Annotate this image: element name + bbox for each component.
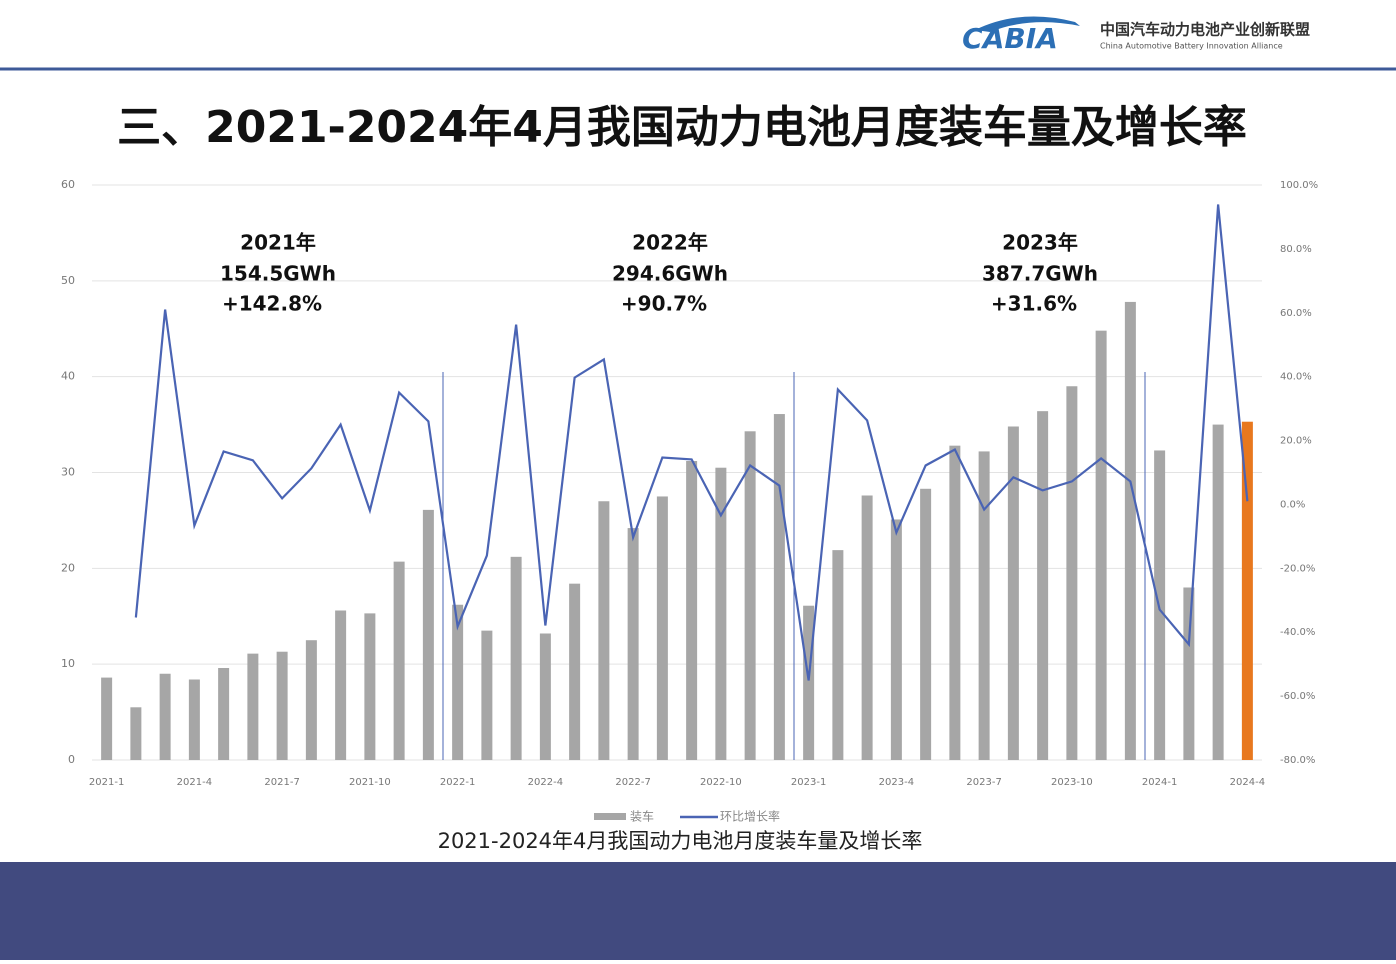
logo: CABIA bbox=[962, 22, 1058, 55]
bar bbox=[890, 519, 902, 760]
bar bbox=[627, 528, 639, 760]
bar bbox=[218, 668, 230, 760]
y2-tick-label: 40.0% bbox=[1280, 372, 1312, 383]
bar bbox=[949, 445, 961, 760]
y2-tick-label: 60.0% bbox=[1280, 308, 1312, 319]
bar bbox=[920, 488, 932, 760]
bar bbox=[686, 461, 698, 760]
y-tick-label: 10 bbox=[61, 657, 75, 670]
chart-title: 三、2021-2024年4月我国动力电池月度装车量及增长率 bbox=[117, 102, 1247, 153]
x-tick-label: 2024-1 bbox=[1142, 777, 1177, 788]
y-tick-label: 60 bbox=[61, 178, 75, 191]
x-tick-label: 2023-4 bbox=[879, 777, 914, 788]
x-tick-label: 2021-1 bbox=[89, 777, 124, 788]
annotation-year: 2022年 bbox=[632, 231, 708, 255]
bar bbox=[393, 561, 405, 760]
bar bbox=[1095, 330, 1107, 760]
line bbox=[134, 204, 1249, 681]
bar bbox=[539, 633, 551, 760]
bar bbox=[159, 673, 171, 760]
annotation-growth: +90.7% bbox=[621, 292, 707, 316]
legend-label: 环比增长率 bbox=[720, 809, 780, 824]
bar bbox=[422, 509, 434, 760]
bar bbox=[305, 640, 317, 760]
y-tick-label: 0 bbox=[68, 753, 75, 766]
bar bbox=[715, 467, 727, 760]
y2-tick-label: 100.0% bbox=[1280, 180, 1318, 191]
bar bbox=[364, 613, 376, 760]
legend-label: 装车 bbox=[630, 809, 654, 824]
x-tick-label: 2021-10 bbox=[349, 777, 391, 788]
x-tick-label: 2022-10 bbox=[700, 777, 742, 788]
bar bbox=[335, 610, 347, 760]
y2-tick-label: 80.0% bbox=[1280, 244, 1312, 255]
x-tick-label: 2023-7 bbox=[966, 777, 1001, 788]
bar bbox=[1241, 421, 1253, 760]
bar bbox=[247, 653, 259, 760]
y-tick-label: 40 bbox=[61, 370, 75, 383]
y2-tick-label: -80.0% bbox=[1280, 755, 1315, 766]
x-tick-label: 2024-4 bbox=[1230, 777, 1265, 788]
y-tick-label: 30 bbox=[61, 466, 75, 479]
annotation-growth: +31.6% bbox=[991, 292, 1077, 316]
bar bbox=[510, 556, 522, 760]
bar bbox=[1066, 386, 1078, 760]
bar bbox=[101, 677, 113, 760]
y2-tick-label: 20.0% bbox=[1280, 436, 1312, 447]
y2-tick-label: -20.0% bbox=[1280, 563, 1315, 574]
bar bbox=[481, 630, 493, 760]
annotation-total: 154.5GWh bbox=[220, 262, 336, 286]
bar bbox=[598, 501, 610, 760]
org-name: 中国汽车动力电池产业创新联盟 bbox=[1100, 21, 1310, 39]
annotation-year: 2023年 bbox=[1002, 231, 1078, 255]
bar bbox=[656, 496, 668, 760]
annotation-total: 294.6GWh bbox=[612, 262, 728, 286]
annotation-total: 387.7GWh bbox=[982, 262, 1098, 286]
bar bbox=[1183, 587, 1195, 760]
x-tick-label: 2023-10 bbox=[1051, 777, 1093, 788]
bar bbox=[1124, 301, 1136, 760]
y2-tick-label: -40.0% bbox=[1280, 627, 1315, 638]
bar bbox=[978, 451, 990, 760]
y-tick-label: 50 bbox=[61, 274, 75, 287]
bar bbox=[861, 495, 873, 760]
bar bbox=[1037, 411, 1049, 760]
bar bbox=[130, 707, 142, 760]
annotation-growth: +142.8% bbox=[222, 292, 322, 316]
x-tick-label: 2021-4 bbox=[177, 777, 212, 788]
bar bbox=[1212, 424, 1224, 760]
bar bbox=[1007, 426, 1019, 760]
footer-band bbox=[0, 862, 1396, 960]
x-tick-label: 2021-7 bbox=[264, 777, 299, 788]
org-name-en: China Automotive Battery Innovation Alli… bbox=[1100, 42, 1283, 51]
bar bbox=[803, 605, 815, 760]
caption: 2021-2024年4月我国动力电池月度装车量及增长率 bbox=[438, 829, 923, 853]
x-tick-label: 2022-7 bbox=[615, 777, 650, 788]
bar bbox=[188, 679, 200, 760]
x-tick-label: 2022-4 bbox=[528, 777, 563, 788]
bar bbox=[773, 414, 785, 760]
bar bbox=[452, 604, 464, 760]
logo-swoosh bbox=[975, 16, 1080, 32]
y2-tick-label: -60.0% bbox=[1280, 691, 1315, 702]
bar bbox=[569, 583, 581, 760]
bar bbox=[276, 651, 288, 760]
annotation-year: 2021年 bbox=[240, 231, 316, 255]
bar bbox=[832, 550, 844, 760]
x-tick-label: 2022-1 bbox=[440, 777, 475, 788]
y-tick-label: 20 bbox=[61, 561, 75, 574]
y2-tick-label: 0.0% bbox=[1280, 499, 1305, 510]
legend-swatch bbox=[594, 813, 626, 820]
x-tick-label: 2023-1 bbox=[791, 777, 826, 788]
bar bbox=[744, 431, 756, 760]
